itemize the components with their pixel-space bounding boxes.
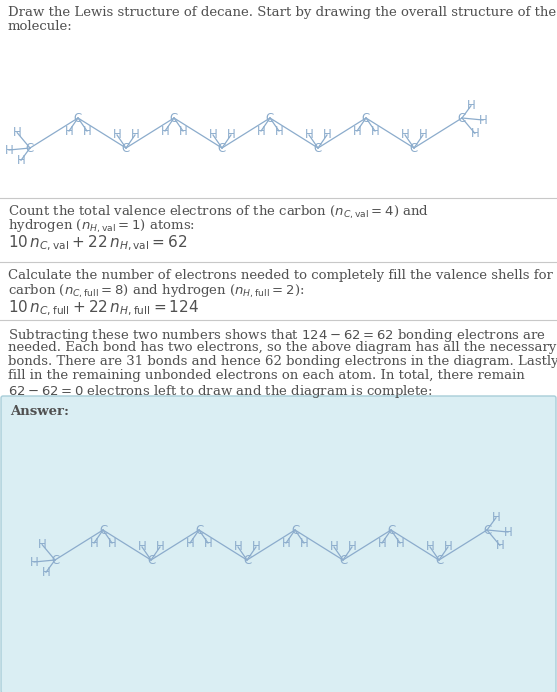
Text: H: H [275,125,284,138]
Text: C: C [195,524,203,536]
Text: hydrogen ($n_{H, \mathrm{val}} = 1$) atoms:: hydrogen ($n_{H, \mathrm{val}} = 1$) ato… [8,218,195,235]
Text: C: C [339,554,347,567]
Text: C: C [314,141,322,154]
FancyBboxPatch shape [1,396,556,692]
Text: H: H [400,129,409,141]
Text: H: H [13,126,22,139]
Text: Calculate the number of electrons needed to completely fill the valence shells f: Calculate the number of electrons needed… [8,269,553,282]
Text: carbon ($n_{C, \mathrm{full}} = 8$) and hydrogen ($n_{H, \mathrm{full}} = 2$):: carbon ($n_{C, \mathrm{full}} = 8$) and … [8,283,304,300]
Text: bonds. There are 31 bonds and hence 62 bonding electrons in the diagram. Lastly,: bonds. There are 31 bonds and hence 62 b… [8,355,557,368]
Text: C: C [387,524,395,536]
Text: H: H [504,525,512,538]
Text: H: H [395,536,404,549]
Text: H: H [330,540,338,554]
Text: H: H [378,536,387,549]
Text: H: H [443,540,452,554]
Text: Count the total valence electrons of the carbon ($n_{C, \mathrm{val}} = 4$) and: Count the total valence electrons of the… [8,204,429,221]
Text: H: H [209,129,217,141]
Text: H: H [300,536,309,549]
Text: C: C [266,111,274,125]
Text: H: H [426,540,434,554]
Text: Subtracting these two numbers shows that $124 - 62 = 62$ bonding electrons are: Subtracting these two numbers shows that… [8,327,546,344]
Text: C: C [243,554,251,567]
Text: Answer:: Answer: [10,405,69,418]
Text: H: H [370,125,379,138]
Text: C: C [147,554,155,567]
Text: H: H [90,536,99,549]
Text: H: H [492,511,500,525]
Text: molecule:: molecule: [8,20,73,33]
Text: H: H [113,129,121,141]
Text: H: H [348,540,356,554]
Text: H: H [38,538,47,552]
Text: C: C [218,141,226,154]
Text: H: H [65,125,74,138]
Text: H: H [82,125,91,138]
Text: C: C [483,524,491,536]
Text: C: C [435,554,443,567]
Text: H: H [252,540,260,554]
Text: C: C [51,554,59,567]
Text: C: C [74,111,82,125]
Text: H: H [42,566,50,579]
Text: $10\, n_{C, \mathrm{full}} + 22\, n_{H, \mathrm{full}} = 124$: $10\, n_{C, \mathrm{full}} + 22\, n_{H, … [8,299,199,318]
Text: C: C [291,524,299,536]
Text: H: H [204,536,212,549]
Text: H: H [131,129,139,141]
Text: H: H [138,540,146,554]
Text: C: C [122,141,130,154]
Text: H: H [155,540,164,554]
Text: H: H [467,99,475,112]
Text: H: H [185,536,194,549]
Text: $10\, n_{C, \mathrm{val}} + 22\, n_{H, \mathrm{val}} = 62$: $10\, n_{C, \mathrm{val}} + 22\, n_{H, \… [8,234,187,253]
Text: H: H [496,539,504,552]
Text: H: H [305,129,314,141]
Text: H: H [323,129,331,141]
Text: H: H [108,536,116,549]
Text: H: H [257,125,265,138]
Text: H: H [227,129,236,141]
Text: fill in the remaining unbonded electrons on each atom. In total, there remain: fill in the remaining unbonded electrons… [8,369,525,382]
Text: C: C [99,524,107,536]
Text: H: H [419,129,427,141]
Text: $62 - 62 = 0$ electrons left to draw and the diagram is complete:: $62 - 62 = 0$ electrons left to draw and… [8,383,433,400]
Text: H: H [4,143,13,156]
Text: needed. Each bond has two electrons, so the above diagram has all the necessary: needed. Each bond has two electrons, so … [8,341,556,354]
Text: Draw the Lewis structure of decane. Start by drawing the overall structure of th: Draw the Lewis structure of decane. Star… [8,6,556,19]
Text: C: C [26,141,34,154]
Text: C: C [362,111,370,125]
Text: C: C [410,141,418,154]
Text: H: H [282,536,290,549]
Text: C: C [458,111,466,125]
Text: C: C [170,111,178,125]
Text: H: H [353,125,361,138]
Text: H: H [233,540,242,554]
Text: H: H [478,113,487,127]
Text: H: H [179,125,187,138]
Text: H: H [30,556,38,569]
Text: H: H [471,127,479,140]
Text: H: H [160,125,169,138]
Text: H: H [17,154,26,167]
